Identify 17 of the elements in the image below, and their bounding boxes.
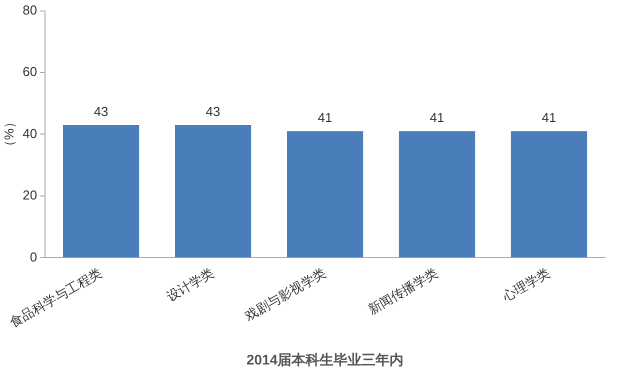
- y-tick-label: 40: [22, 126, 38, 141]
- data-label: 41: [318, 110, 332, 126]
- data-label: 43: [206, 104, 220, 120]
- y-tick-label: 20: [22, 188, 38, 203]
- x-axis-title: 2014届本科生毕业三年内: [246, 351, 404, 368]
- data-label: 43: [94, 104, 108, 120]
- data-label: 41: [542, 110, 556, 126]
- x-tick-label: 戏剧与影视学类: [242, 265, 328, 324]
- x-tick-label: 食品科学与工程类: [6, 265, 104, 330]
- x-tick-label: 设计学类: [164, 265, 216, 304]
- y-tick-label: 60: [22, 64, 38, 80]
- data-label: 41: [430, 110, 444, 126]
- y-tick-label: 0: [30, 249, 38, 264]
- x-tick-label: 心理学类: [498, 265, 552, 305]
- y-tick-label: 80: [22, 2, 38, 18]
- x-tick-label: 新闻传播学类: [365, 265, 440, 318]
- y-axis-title: （%）: [1, 115, 16, 154]
